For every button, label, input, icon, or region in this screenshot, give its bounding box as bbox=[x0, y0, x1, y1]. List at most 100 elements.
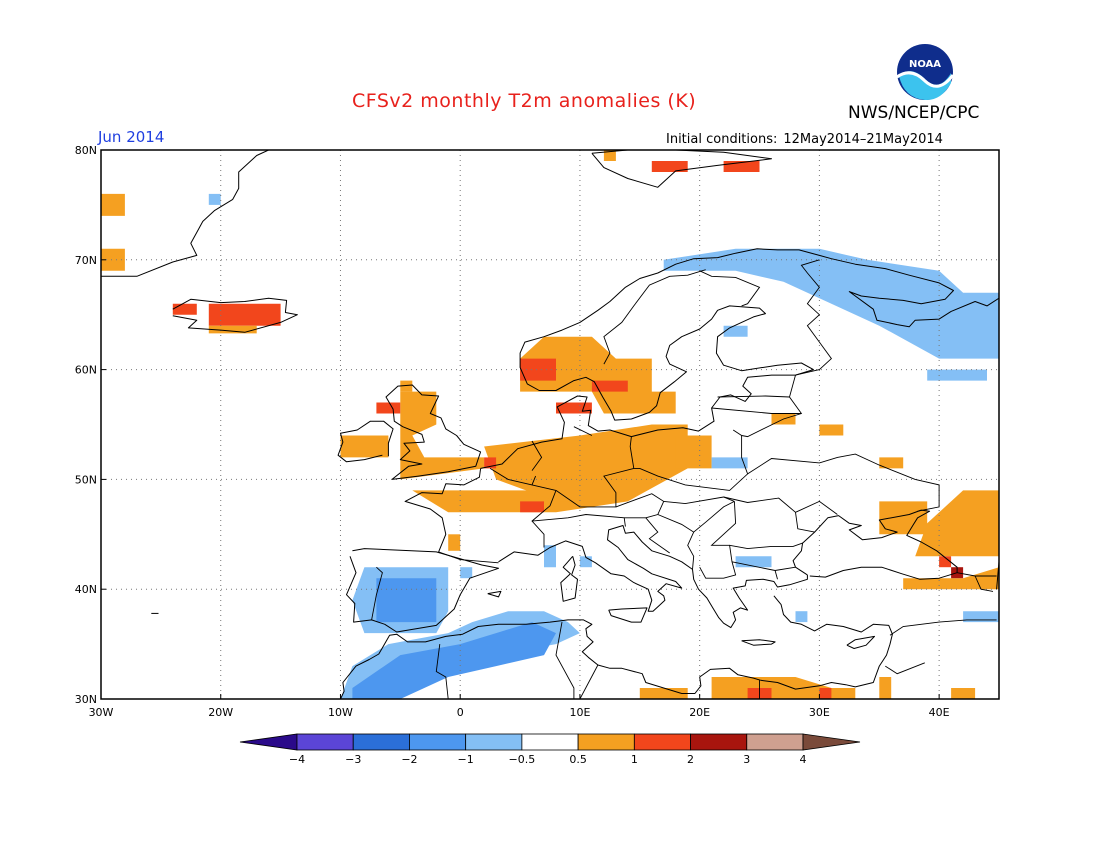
lat-tick-label: 30N bbox=[75, 693, 97, 706]
coastline-crete bbox=[741, 639, 776, 646]
anomaly-region-38 bbox=[927, 369, 987, 381]
colorbar-label: 4 bbox=[800, 753, 807, 766]
anomaly-region-5 bbox=[340, 435, 389, 458]
colorbar-label: −1 bbox=[458, 753, 474, 766]
country-borders bbox=[371, 259, 997, 699]
anomaly-region-0 bbox=[101, 193, 125, 216]
anomaly-region-11 bbox=[520, 358, 556, 381]
anomaly-region-36 bbox=[663, 248, 999, 359]
anomaly-region-3 bbox=[208, 303, 281, 326]
lon-tick-label: 20W bbox=[208, 706, 233, 719]
lat-tick-label: 80N bbox=[75, 144, 97, 157]
anomaly-region-1 bbox=[101, 248, 125, 271]
forecast-period: Jun 2014 bbox=[98, 128, 165, 146]
init-range: 12May2014–21May2014 bbox=[783, 132, 943, 147]
anomaly-region-39 bbox=[711, 457, 748, 469]
colorbar-swatch bbox=[409, 733, 467, 751]
country-border-13 bbox=[699, 501, 737, 579]
country-border-0 bbox=[438, 551, 499, 564]
coastline-sicily bbox=[608, 607, 648, 623]
lon-tick-label: 40E bbox=[929, 706, 950, 719]
anomaly-region-47 bbox=[376, 578, 437, 623]
colorbar-label: −3 bbox=[345, 753, 361, 766]
anomaly-region-20 bbox=[879, 457, 904, 469]
coastline-corsica-sardinia bbox=[560, 555, 578, 602]
country-border-5 bbox=[555, 429, 749, 508]
country-border-17 bbox=[687, 531, 695, 570]
colorbar-high-arrow bbox=[802, 733, 861, 751]
coastlines bbox=[101, 150, 999, 699]
map-frame bbox=[100, 149, 1000, 700]
anomaly-region-43 bbox=[544, 545, 556, 568]
init-label: Initial conditions: bbox=[666, 132, 778, 147]
lon-tick-label: 30W bbox=[89, 706, 114, 719]
country-border-33 bbox=[435, 644, 449, 699]
country-border-7 bbox=[629, 436, 635, 469]
colorbar-label: 1 bbox=[631, 753, 638, 766]
coastline-turkey-south bbox=[760, 595, 893, 690]
country-border-18 bbox=[645, 517, 670, 554]
anomaly-region-32 bbox=[400, 380, 413, 392]
anomaly-region-27 bbox=[711, 677, 856, 699]
country-border-4 bbox=[531, 475, 537, 486]
colorbar-low-arrow bbox=[239, 733, 298, 751]
initial-conditions: Initial conditions: 12May2014–21May2014 bbox=[666, 132, 943, 147]
colorbar-label: 0.5 bbox=[569, 753, 587, 766]
country-border-19 bbox=[741, 374, 803, 438]
coastline-balearics bbox=[487, 590, 502, 598]
lon-tick-label: 30E bbox=[809, 706, 830, 719]
anomaly-region-7 bbox=[376, 402, 401, 414]
coastline-med-north bbox=[498, 525, 808, 629]
anomaly-region-41 bbox=[795, 611, 808, 623]
country-border-26 bbox=[795, 500, 838, 515]
anomaly-region-21 bbox=[879, 501, 928, 535]
colorbar-swatch bbox=[577, 733, 635, 751]
anomaly-region-30 bbox=[879, 677, 892, 699]
anomaly-region-15 bbox=[520, 501, 544, 513]
anomaly-region-33 bbox=[603, 150, 616, 161]
lat-tick-label: 70N bbox=[75, 254, 97, 267]
anomaly-region-37 bbox=[723, 325, 748, 337]
colorbar: −4 −3 −2 −1 −0.5 0.5 1 2 3 4 bbox=[239, 733, 861, 766]
country-border-11 bbox=[657, 500, 735, 533]
country-border-29 bbox=[889, 619, 997, 636]
country-border-8 bbox=[531, 514, 626, 527]
colorbar-swatch bbox=[465, 733, 523, 751]
colorbar-swatch bbox=[633, 733, 691, 751]
lat-tick-label: 60N bbox=[75, 364, 97, 377]
credit-label: NWS/NCEP/CPC bbox=[848, 103, 980, 123]
chart-title: CFSv2 monthly T2m anomalies (K) bbox=[352, 90, 697, 112]
colorbar-label: −0.5 bbox=[509, 753, 536, 766]
country-border-21 bbox=[717, 395, 790, 398]
coastline-france-bay bbox=[404, 468, 482, 553]
anomaly-region-34 bbox=[651, 161, 688, 172]
anomaly-region-29 bbox=[819, 688, 832, 699]
country-border-28 bbox=[974, 575, 994, 592]
coastline-turkey-black-sea bbox=[792, 509, 958, 580]
anomaly-region-26 bbox=[639, 688, 688, 699]
coastline-british-isles bbox=[385, 384, 482, 480]
country-border-3 bbox=[531, 440, 543, 471]
coastline-ireland bbox=[337, 420, 394, 463]
anomaly-region-49 bbox=[352, 622, 556, 699]
anomaly-region-12 bbox=[591, 380, 628, 392]
country-border-6 bbox=[573, 426, 593, 436]
colorbar-label: −4 bbox=[289, 753, 305, 766]
anomaly-region-16 bbox=[448, 534, 461, 551]
anomaly-region-22 bbox=[915, 490, 999, 557]
anomaly-layer bbox=[101, 150, 999, 699]
country-border-34 bbox=[555, 622, 575, 699]
lon-tick-label: 10W bbox=[328, 706, 353, 719]
anomaly-region-31 bbox=[951, 688, 976, 699]
lat-tick-label: 50N bbox=[75, 473, 97, 486]
longitude-ticks: 30W 20W 10W 0 10E 20E 30E 40E bbox=[89, 694, 950, 719]
anomaly-region-45 bbox=[460, 567, 473, 579]
anomaly-region-4 bbox=[208, 325, 257, 334]
colorbar-label: 2 bbox=[687, 753, 694, 766]
coastline-cyprus bbox=[846, 635, 875, 649]
anomaly-region-17 bbox=[675, 435, 712, 469]
colorbar-label: −2 bbox=[401, 753, 417, 766]
country-border-22 bbox=[747, 453, 940, 512]
coastline-svalbard bbox=[591, 150, 772, 188]
country-border-9 bbox=[615, 493, 665, 519]
